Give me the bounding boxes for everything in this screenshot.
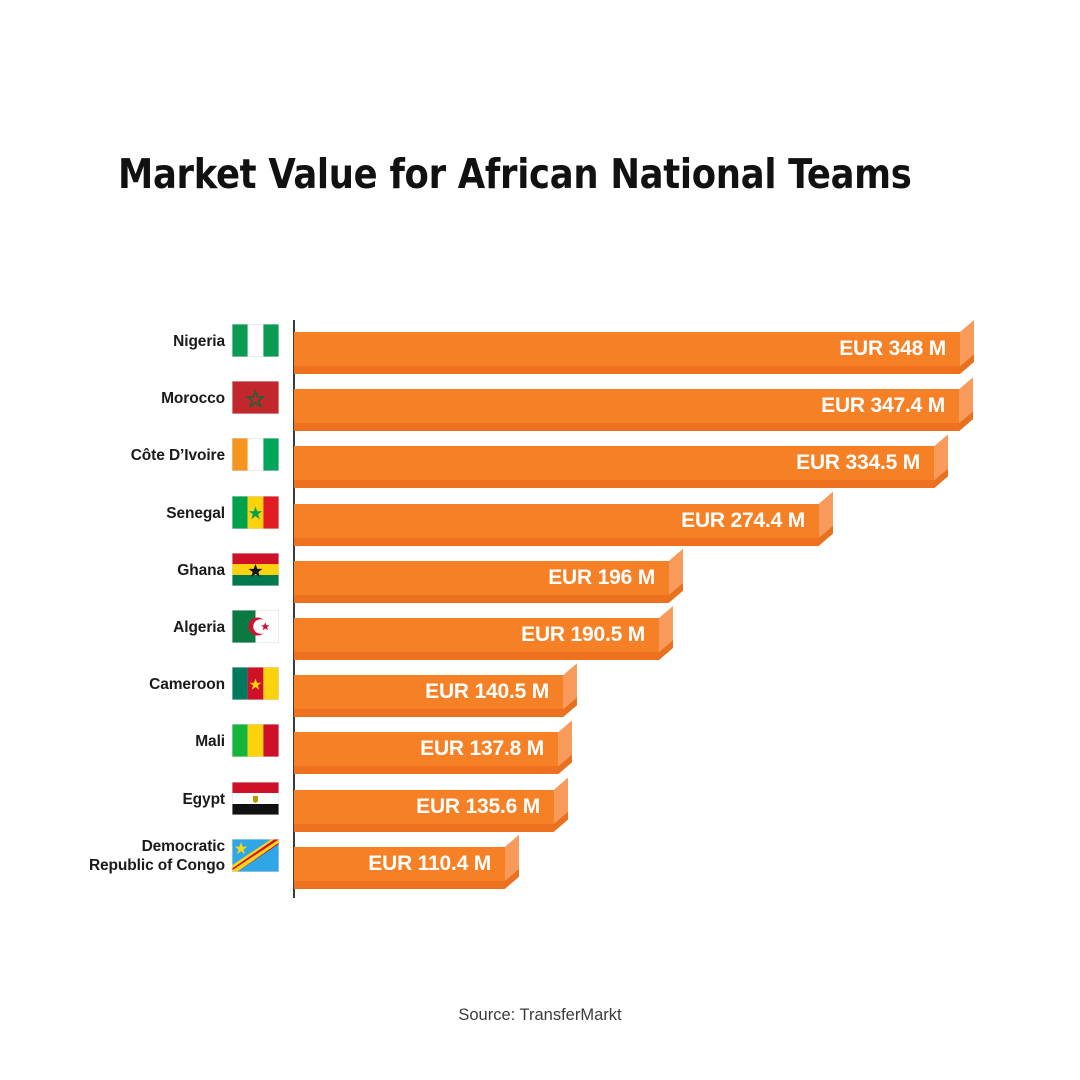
category-label-cote-divoire: Côte D’Ivoire (130, 447, 225, 465)
bar: EUR 196 M (294, 548, 683, 603)
flag-morocco-icon (232, 381, 279, 415)
bar-side-face (960, 320, 974, 366)
bar-bottom-shadow (294, 823, 554, 832)
category-label-algeria: Algeria (173, 619, 225, 636)
bar-bottom-shadow (294, 594, 669, 603)
category-label-senegal: Senegal (166, 504, 225, 522)
bar: EUR 140.5 M (294, 663, 577, 718)
bar-side-face (959, 377, 973, 424)
bar: EUR 274.4 M (294, 491, 833, 546)
bar-face (294, 332, 960, 366)
flag-dr-congo-icon (232, 838, 279, 872)
bar-value-label: EUR 135.6 M (416, 794, 540, 818)
bar-value-label: EUR 348 M (839, 337, 946, 360)
bar-value-label: EUR 140.5 M (425, 680, 549, 704)
bar-row: Morocco EUR 347.4 M (0, 377, 1080, 434)
bar-bottom-shadow (294, 709, 563, 718)
bar-side-face (558, 720, 572, 767)
flag-nigeria-icon (232, 324, 279, 357)
bar-bottom-shadow (294, 880, 505, 889)
bar-bottom-shadow (294, 652, 659, 660)
bar-row: Egypt EUR 135.6 M (0, 777, 1080, 835)
bar-face (294, 618, 659, 652)
bar-row: Nigeria EUR 348 M (0, 320, 1080, 377)
category-label-mali: Mali (195, 733, 225, 751)
bar-face (294, 560, 669, 595)
bar-face (294, 732, 558, 767)
category-label-morocco: Morocco (161, 390, 225, 408)
flag-algeria-icon (232, 610, 279, 643)
category-label-cameroon: Cameroon (149, 676, 225, 694)
bar-face (294, 446, 934, 481)
bar: EUR 190.5 M (294, 606, 673, 660)
category-label-egypt: Egypt (182, 790, 225, 808)
bar-face (294, 846, 505, 881)
bar-side-face (563, 663, 577, 710)
bar-bottom-shadow (294, 766, 558, 775)
bar-value-label: EUR 137.8 M (420, 737, 544, 761)
bar: EUR 347.4 M (294, 377, 973, 432)
bar-value-label: EUR 190.5 M (521, 623, 645, 646)
flag-senegal-icon (232, 495, 279, 529)
bar-bottom-shadow (294, 537, 819, 546)
bar-face (294, 675, 563, 710)
bar-row: Senegal EUR 274.4 M (0, 491, 1080, 549)
bar-side-face (659, 606, 673, 652)
bar-value-label: EUR 196 M (548, 565, 655, 589)
flag-mali-icon (232, 724, 279, 758)
flag-ghana-icon (232, 552, 279, 586)
y-axis-line (293, 320, 295, 898)
flag-egypt-icon (232, 781, 279, 815)
bar-row: Cameroon EUR 140.5 M (0, 663, 1080, 720)
bar-side-face (669, 548, 683, 595)
bar-bottom-shadow (294, 480, 934, 489)
category-label-line2: Republic of Congo (88, 856, 225, 874)
bar-value-label: EUR 110.4 M (368, 851, 491, 875)
bar-face (294, 503, 819, 538)
bar-side-face (819, 491, 833, 538)
bar-side-face (934, 434, 948, 481)
bar-value-label: EUR 347.4 M (821, 394, 945, 418)
category-label-dr-congo: Democratic (141, 837, 226, 855)
flag-cameroon-icon (232, 667, 279, 701)
bar-value-label: EUR 274.4 M (681, 508, 805, 532)
bar-face (294, 389, 959, 424)
bar-row: Ghana EUR 196 M (0, 548, 1080, 606)
bar-row: Democratic Republic of Congo EUR 110.4 M (0, 834, 1080, 892)
bar-row: Algeria EUR 190.5 M (0, 606, 1080, 663)
bar: EUR 135.6 M (294, 777, 568, 832)
bar: EUR 348 M (294, 320, 974, 374)
category-label-ghana: Ghana (177, 561, 225, 579)
bar-row: Côte D’Ivoire EUR 334.5 M (0, 434, 1080, 491)
source-caption: Source: TransferMarkt (458, 1006, 622, 1024)
bar-side-face (554, 777, 568, 824)
bar-row: Mali EUR 137.8 M (0, 720, 1080, 777)
bar-bottom-shadow (294, 366, 960, 374)
bar-side-face (505, 834, 519, 881)
bar-value-label: EUR 334.5 M (796, 451, 920, 475)
bar: EUR 137.8 M (294, 720, 572, 775)
bar: EUR 334.5 M (294, 434, 948, 489)
bar-face (294, 789, 554, 824)
bar: EUR 110.4 M (294, 834, 519, 889)
chart-title: Market Value for African National Teams (118, 150, 912, 198)
bar-bottom-shadow (294, 423, 959, 432)
flag-cote-divoire-icon (232, 438, 279, 472)
category-label-nigeria: Nigeria (173, 333, 225, 350)
